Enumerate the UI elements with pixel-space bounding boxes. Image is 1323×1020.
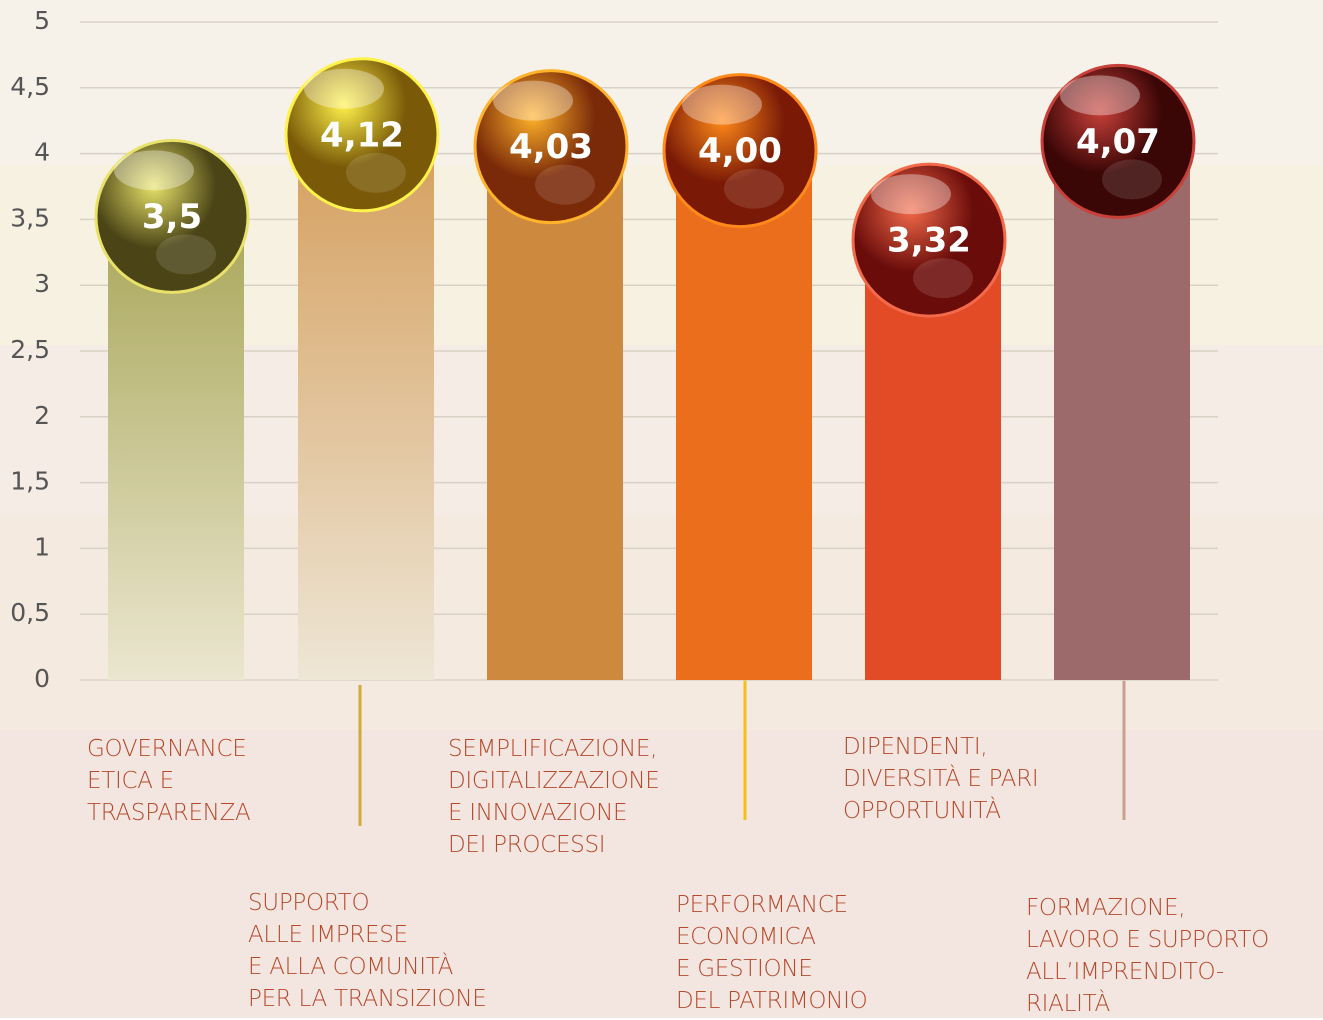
- x-tick-label: SEMPLIFICAZIONE, DIGITALIZZAZIONE E INNO…: [448, 733, 660, 861]
- y-tick-label: 3: [34, 269, 50, 298]
- bar: [298, 138, 434, 680]
- y-tick-label: 3,5: [10, 203, 50, 232]
- x-tick-label: GOVERNANCE ETICA E TRASPARENZA: [87, 733, 250, 829]
- value-label: 4,00: [698, 131, 782, 171]
- marker-gloss: [1102, 159, 1162, 199]
- x-tick-label: PERFORMANCE ECONOMICA E GESTIONE DEL PAT…: [676, 889, 867, 1017]
- marker-gloss: [682, 85, 762, 125]
- y-tick-label: 0,5: [10, 598, 50, 627]
- marker-gloss: [1060, 75, 1140, 115]
- marker-gloss: [913, 258, 973, 298]
- marker-gloss: [535, 165, 595, 205]
- marker-gloss: [156, 234, 216, 274]
- bar: [1054, 144, 1190, 680]
- y-tick-label: 4,5: [10, 72, 50, 101]
- marker-gloss: [724, 169, 784, 209]
- x-tick-label: DIPENDENTI, DIVERSITÀ E PARI OPPORTUNITÀ: [843, 731, 1038, 827]
- marker-gloss: [871, 174, 951, 214]
- bar: [676, 154, 812, 680]
- y-tick-label: 2,5: [10, 335, 50, 364]
- y-tick-label: 1: [34, 532, 50, 561]
- value-label: 4,12: [320, 115, 404, 155]
- y-tick-label: 4: [34, 138, 50, 167]
- y-tick-label: 0: [34, 664, 50, 693]
- value-label: 3,5: [142, 197, 202, 237]
- value-label: 4,07: [1076, 122, 1160, 162]
- marker-gloss: [114, 150, 194, 190]
- x-tick-label: FORMAZIONE, LAVORO E SUPPORTO ALL’IMPREN…: [1026, 892, 1269, 1020]
- value-label: 4,03: [509, 127, 593, 167]
- marker-gloss: [493, 81, 573, 121]
- y-tick-label: 5: [34, 6, 50, 35]
- bar: [487, 150, 623, 680]
- marker-gloss: [304, 69, 384, 109]
- x-tick-label: SUPPORTO ALLE IMPRESE E ALLA COMUNITÀ PE…: [248, 887, 486, 1015]
- value-label: 3,32: [887, 221, 971, 261]
- y-tick-label: 2: [34, 401, 50, 430]
- marker-gloss: [346, 153, 406, 193]
- y-tick-label: 1,5: [10, 467, 50, 496]
